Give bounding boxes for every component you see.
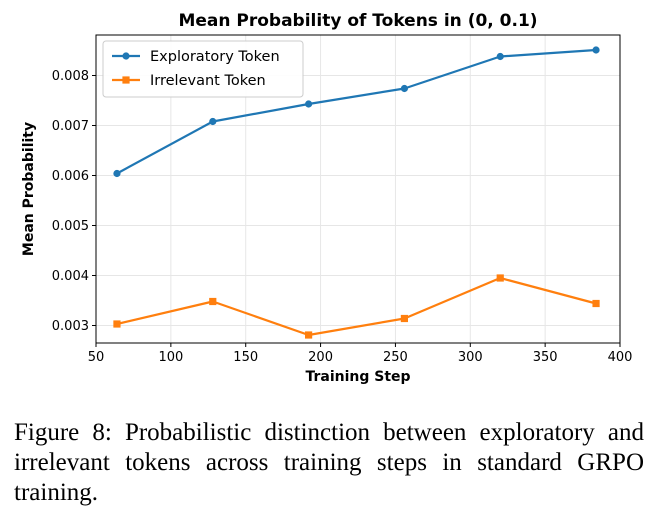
x-axis-ticks: 50 100 150 200 250 300 350 400 xyxy=(88,343,633,365)
data-point xyxy=(209,297,217,306)
y-tick-label: 0.006 xyxy=(52,169,89,184)
figure-caption: Figure 8: Probabilistic distinction betw… xyxy=(14,419,644,506)
data-point xyxy=(400,314,409,323)
x-axis-label: Training Step xyxy=(305,369,410,385)
series-line xyxy=(116,48,597,175)
y-axis-label: Mean Probability xyxy=(21,122,37,256)
x-tick-label: 350 xyxy=(533,350,558,365)
x-tick-label: 400 xyxy=(608,350,633,365)
line-chart: Mean Probability of Tokens in (0, 0.1) 5… xyxy=(21,11,633,385)
legend-marker xyxy=(122,76,130,84)
data-point xyxy=(209,117,217,126)
data-point xyxy=(113,320,121,328)
x-tick-label: 250 xyxy=(383,350,408,365)
x-tick-label: 150 xyxy=(233,350,258,365)
series-exploratory-token xyxy=(113,46,600,178)
legend-item: Exploratory Token xyxy=(112,49,280,65)
series-line xyxy=(116,276,597,337)
data-point xyxy=(592,299,600,308)
data-point xyxy=(113,169,121,178)
x-tick-label: 200 xyxy=(308,350,333,365)
grid xyxy=(95,35,621,343)
data-point xyxy=(400,84,409,93)
data-point xyxy=(304,331,313,339)
legend-box xyxy=(102,40,304,98)
y-tick-label: 0.007 xyxy=(52,119,89,134)
legend-label: Irrelevant Token xyxy=(150,73,266,89)
series-layer xyxy=(113,46,600,339)
y-tick-label: 0.005 xyxy=(52,219,89,234)
x-tick-label: 100 xyxy=(158,350,183,365)
chart-title: Mean Probability of Tokens in (0, 0.1) xyxy=(178,11,537,31)
x-tick-label: 300 xyxy=(458,350,483,365)
y-tick-label: 0.003 xyxy=(52,319,89,334)
data-point xyxy=(592,46,600,54)
legend-label: Exploratory Token xyxy=(150,49,280,65)
y-axis-ticks: 0.003 0.004 0.005 0.006 0.007 0.008 xyxy=(52,69,96,334)
x-tick-label: 50 xyxy=(88,350,105,365)
plot-area-frame xyxy=(95,34,621,344)
y-tick-label: 0.008 xyxy=(52,69,89,84)
data-point xyxy=(496,52,504,61)
y-tick-label: 0.004 xyxy=(52,269,89,284)
legend-item: Irrelevant Token xyxy=(112,73,266,89)
data-point xyxy=(304,100,313,108)
legend-marker xyxy=(122,52,130,60)
legend: Exploratory Token Irrelevant Token xyxy=(102,40,304,98)
series-irrelevant-token xyxy=(113,274,600,339)
data-point xyxy=(496,274,504,282)
